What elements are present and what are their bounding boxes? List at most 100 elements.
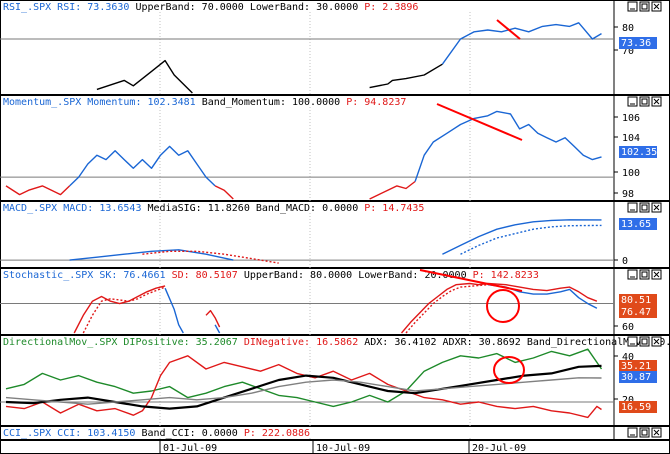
legend-item: Stochastic_.SPX SK: 76.4661 [3, 270, 172, 281]
legend-item: Band_MACD: 0.0000 [256, 203, 364, 214]
axis-label: 100 [622, 168, 640, 179]
value-tag [619, 37, 657, 49]
momentum-series-2 [214, 185, 234, 200]
legend-item: LowerBand: 20.0000 [358, 270, 472, 281]
value-tag [619, 218, 657, 230]
axis-label: 40 [622, 352, 634, 363]
value-tag-text: 30.87 [621, 372, 651, 383]
rsi-series-0 [96, 59, 193, 94]
value-tag-text: 16.59 [621, 402, 651, 413]
legend-item: CCI_.SPX CCI: 103.4150 [3, 428, 141, 439]
value-tag-text: 80.51 [621, 295, 651, 306]
restore-icon[interactable] [639, 427, 650, 438]
stochastic-series-4 [214, 324, 221, 334]
restore-icon[interactable] [639, 336, 650, 347]
legend-item: DirectionalMov_.SPX DIPositive: 35.2067 [3, 337, 244, 348]
legend-item: P: 142.8233 [473, 270, 539, 281]
directional-series-2 [5, 364, 602, 410]
restore-icon[interactable] [639, 1, 650, 12]
restore-icon[interactable] [639, 96, 650, 107]
close-icon[interactable] [651, 202, 662, 213]
time-axis: 01-Jul-09 10-Jul-09 20-Jul-09 [0, 440, 670, 454]
annotation-circle-stochastic [486, 289, 520, 323]
legend-item: UpperBand: 70.0000 [135, 2, 249, 13]
legend-item: Momentum_.SPX Momentum: 102.3481 [3, 97, 202, 108]
minimize-icon[interactable] [627, 96, 638, 107]
legend-item: MediaSIG: 11.8260 [148, 203, 256, 214]
legend-item: ADXR: 30.8692 [443, 337, 527, 348]
axis-label: 0 [622, 256, 628, 267]
macd-series-2 [442, 219, 602, 255]
minimize-icon[interactable] [627, 269, 638, 280]
restore-icon[interactable] [639, 202, 650, 213]
legend-item: UpperBand: 80.0000 [244, 270, 358, 281]
annotation-circle-directional [493, 356, 525, 384]
macd-series-0 [69, 249, 234, 261]
legend-item: RSI_.SPX RSI: 73.3630 [3, 2, 135, 13]
value-tag-text: 13.65 [621, 219, 651, 230]
legend-item: ADX: 36.4102 [364, 337, 442, 348]
stochastic-series-0 [73, 285, 166, 334]
stochastic-series-1 [82, 286, 166, 334]
series-group [5, 110, 602, 200]
momentum-series-1 [69, 145, 216, 187]
minimize-icon[interactable] [627, 202, 638, 213]
value-tag-text: 76.47 [621, 307, 651, 318]
momentum-series-0 [5, 185, 71, 196]
restore-icon[interactable] [639, 269, 650, 280]
stochastic-series-8 [487, 282, 598, 302]
momentum-series-4 [414, 110, 602, 182]
legend-item: MACD_.SPX MACD: 13.6543 [3, 203, 148, 214]
legend-item: P: 94.8237 [346, 97, 406, 108]
legend-item: Band_Momentum: 100.0000 [202, 97, 347, 108]
series-group [69, 219, 602, 264]
stochastic-series-6 [405, 284, 488, 334]
minimize-icon[interactable] [627, 1, 638, 12]
series-group [73, 282, 598, 334]
legend-item: DINegative: 16.5862 [244, 337, 364, 348]
legend-rsi: RSI_.SPX RSI: 73.3630 UpperBand: 70.0000… [3, 2, 418, 13]
panel-macd: MACD_.SPX MACD: 13.6543 MediaSIG: 11.826… [0, 201, 670, 268]
legend-item: SD: 80.5107 [172, 270, 244, 281]
axis-label: 20 [622, 395, 634, 406]
close-icon[interactable] [651, 336, 662, 347]
close-icon[interactable] [651, 96, 662, 107]
value-tag [619, 401, 657, 413]
minimize-icon[interactable] [627, 427, 638, 438]
series-group [96, 22, 602, 94]
minimize-icon[interactable] [627, 336, 638, 347]
stochastic-series-3 [205, 309, 221, 328]
close-icon[interactable] [651, 269, 662, 280]
legend-item: P: 2.3896 [364, 2, 418, 13]
value-tag [619, 371, 657, 383]
legend-momentum: Momentum_.SPX Momentum: 102.3481 Band_Mo… [3, 97, 406, 108]
close-icon[interactable] [651, 1, 662, 12]
legend-stochastic: Stochastic_.SPX SK: 76.4661 SD: 80.5107 … [3, 270, 539, 281]
legend-item: LowerBand: 30.0000 [250, 2, 364, 13]
value-tag [619, 360, 657, 372]
axis-label: 70 [622, 46, 634, 57]
axis-label: 80 [622, 23, 634, 34]
panel-stochastic: Stochastic_.SPX SK: 76.4661 SD: 80.5107 … [0, 268, 670, 335]
panel-directional: DirectionalMov_.SPX DIPositive: 35.2067 … [0, 335, 670, 426]
close-icon[interactable] [651, 427, 662, 438]
axis-label: 60 [622, 322, 634, 333]
stochastic-series-5 [400, 282, 488, 334]
legend-cci: CCI_.SPX CCI: 103.4150 Band_CCI: 0.0000 … [3, 428, 310, 439]
legend-item: P: 14.7435 [364, 203, 424, 214]
macd-series-1 [142, 250, 279, 264]
rsi-series-2 [441, 22, 602, 65]
rsi-series-1 [369, 63, 443, 89]
annotation-trendline-momentum [436, 103, 523, 141]
legend-item: Band_CCI: 0.0000 [141, 428, 243, 439]
time-label: 01-Jul-09 [163, 443, 217, 454]
legend-item: P: 222.0886 [244, 428, 310, 439]
value-tag-text: 73.36 [621, 38, 651, 49]
axis-label: 104 [622, 133, 640, 144]
value-tag [619, 306, 657, 318]
momentum-series-3 [369, 180, 416, 200]
time-label: 10-Jul-09 [316, 443, 370, 454]
value-tag-text: 102.35 [621, 147, 657, 158]
